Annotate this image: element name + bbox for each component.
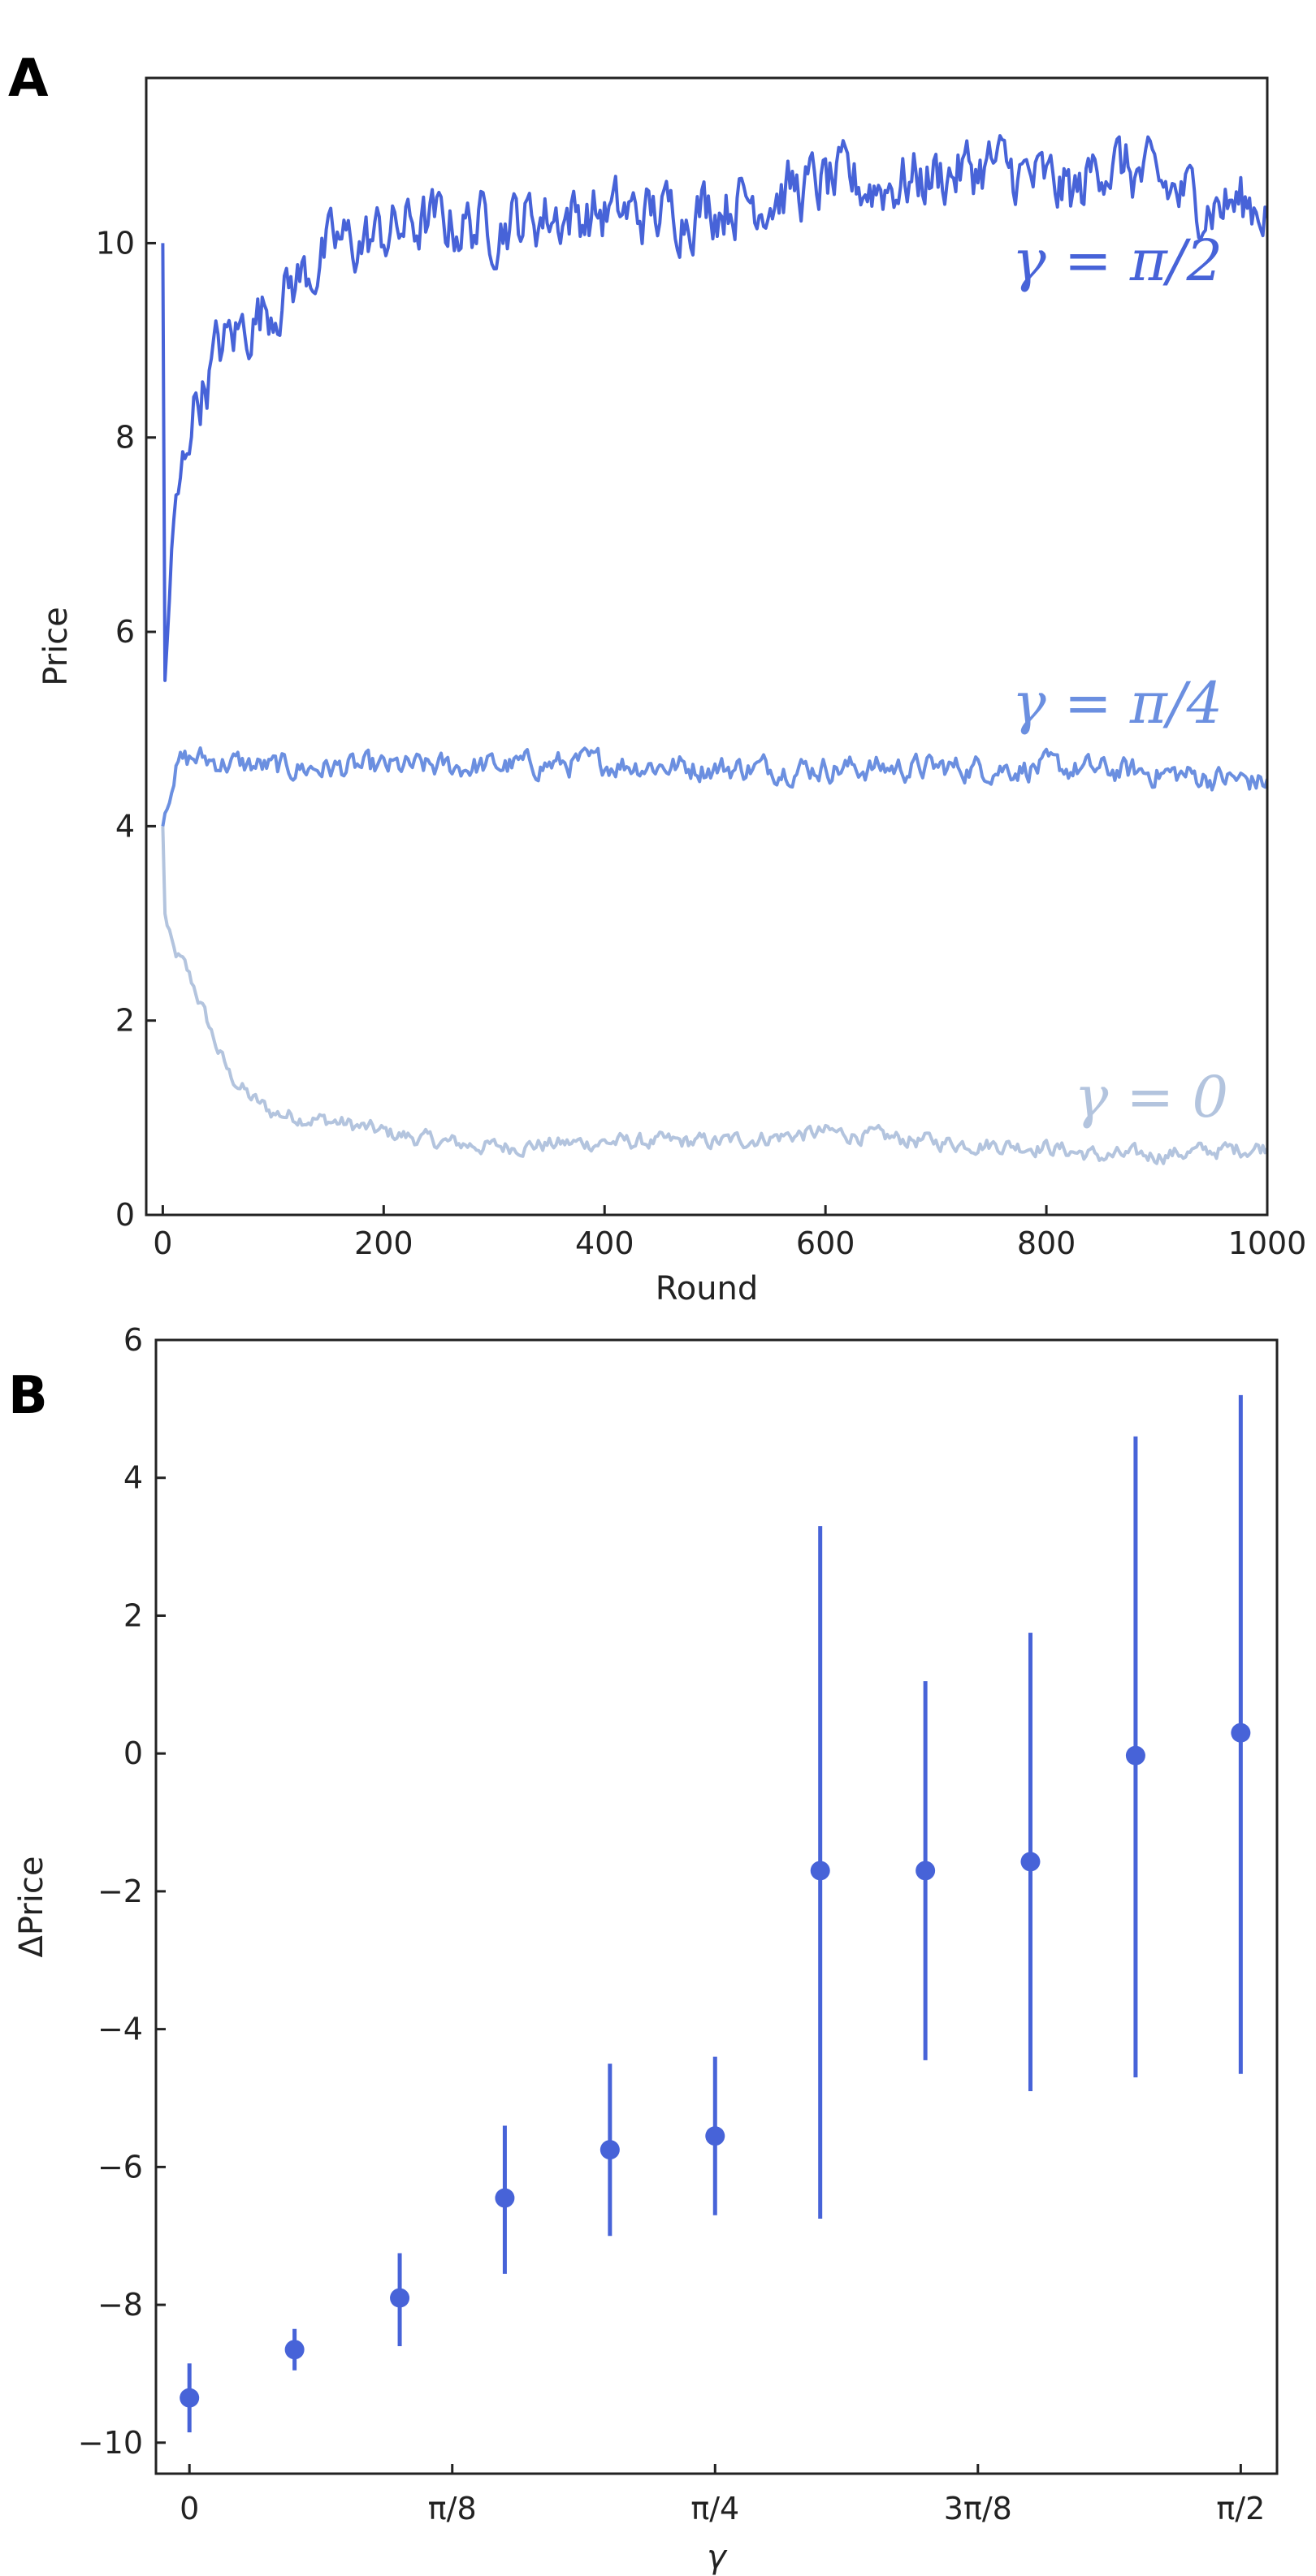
data-point — [390, 2288, 410, 2308]
y-tick-label: 4 — [123, 1460, 143, 1496]
y-tick-label: 8 — [115, 420, 135, 456]
x-tick-label: π/2 — [1216, 2491, 1265, 2526]
data-point — [284, 2340, 305, 2360]
data-point — [1125, 1745, 1145, 1766]
y-tick-label: 0 — [115, 1197, 135, 1233]
panel-b-points — [180, 1394, 1251, 2433]
y-tick-label: 6 — [123, 1322, 143, 1358]
panel-a-series-lines — [161, 134, 1267, 1165]
x-tick-label: 0 — [153, 1225, 172, 1261]
panel-a-xlabel: Round — [656, 1270, 759, 1307]
series-label-gamma-pi-2: γ = π/2 — [1012, 227, 1223, 294]
y-tick-label: 4 — [115, 808, 135, 844]
data-point — [1231, 1722, 1251, 1743]
series-line-gamma_pi_4 — [161, 746, 1267, 827]
panel-b-label: B — [8, 1366, 48, 1426]
x-tick-label: 3π/8 — [944, 2491, 1012, 2526]
series-label-gamma-0: γ = 0 — [1074, 1064, 1228, 1130]
y-tick-label: 2 — [115, 1003, 135, 1039]
data-point — [810, 1861, 830, 1881]
data-point — [705, 2126, 725, 2146]
y-tick-label: −10 — [78, 2425, 143, 2461]
x-tick-label: 800 — [1017, 1225, 1076, 1261]
series-line-gamma_pi_2 — [161, 134, 1267, 682]
y-tick-label: −8 — [97, 2287, 143, 2323]
data-point — [916, 1861, 936, 1881]
series-line-gamma_0 — [161, 826, 1267, 1165]
panel-a-chart: 0 200 400 600 800 1000 0 2 4 6 8 10 Round Price γ =… — [37, 76, 1307, 1307]
y-tick-label: 2 — [123, 1597, 143, 1633]
panel-b-ticks: 0 π/8 π/4 3π/8 π/2 −10 −8 −6 −4 −2 0 2 4 6 — [78, 1322, 1265, 2526]
panel-b-xlabel: γ — [707, 2539, 728, 2576]
x-tick-label: π/4 — [690, 2491, 739, 2526]
y-tick-label: 0 — [123, 1735, 143, 1771]
series-label-gamma-pi-4: γ = π/4 — [1012, 670, 1223, 737]
y-tick-label: −2 — [97, 1874, 143, 1909]
data-point — [1020, 1852, 1041, 1872]
panel-b-ylabel: ΔPrice — [13, 1856, 50, 1958]
data-point — [600, 2140, 620, 2160]
y-tick-label: −6 — [97, 2149, 143, 2185]
x-tick-label: 200 — [354, 1225, 413, 1261]
x-tick-label: π/8 — [428, 2491, 477, 2526]
panel-a-label: A — [8, 49, 49, 109]
x-tick-label: 0 — [180, 2491, 199, 2526]
y-tick-label: −4 — [97, 2012, 143, 2047]
panel-a-ticks: 0 200 400 600 800 1000 0 2 4 6 8 10 — [96, 225, 1307, 1261]
x-tick-label: 400 — [575, 1225, 634, 1261]
data-point — [180, 2388, 200, 2408]
x-tick-label: 600 — [796, 1225, 855, 1261]
data-point — [495, 2188, 515, 2208]
panel-a-ylabel: Price — [37, 607, 75, 686]
panel-a-frame — [145, 76, 1269, 1217]
y-tick-label: 10 — [96, 225, 135, 261]
y-tick-label: 6 — [115, 614, 135, 650]
panel-b-chart: 0 π/8 π/4 3π/8 π/2 −10 −8 −6 −4 −2 0 2 4 6 γ ΔPrice — [13, 1322, 1279, 2576]
panel-b-frame — [154, 1338, 1279, 2475]
x-tick-label: 1000 — [1228, 1225, 1307, 1261]
